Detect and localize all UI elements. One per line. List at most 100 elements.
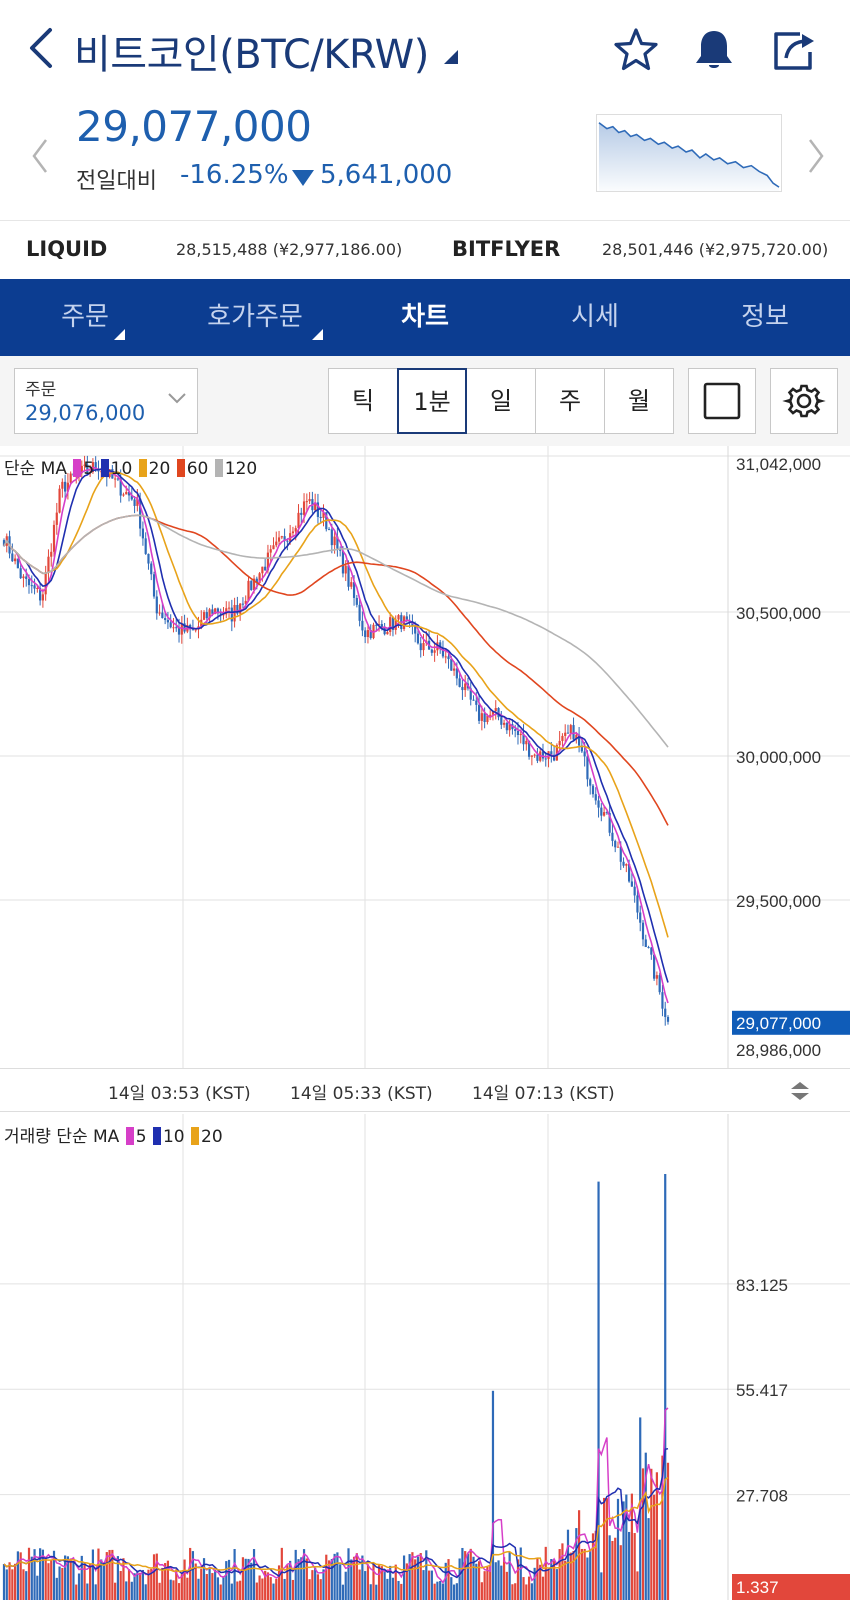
volume-bar <box>514 1583 517 1600</box>
candle-body <box>516 730 520 736</box>
volume-bar <box>402 1555 406 1600</box>
settings-button[interactable] <box>770 368 838 434</box>
sparkline-chart <box>596 114 782 192</box>
candle-body <box>336 536 339 549</box>
candle-body <box>219 613 222 615</box>
interval-1min[interactable]: 1분 <box>397 368 467 434</box>
candle-body <box>603 812 606 816</box>
volume-bar <box>325 1554 328 1600</box>
candle-body <box>241 603 245 605</box>
volume-bar <box>469 1548 472 1600</box>
volume-bar <box>611 1540 614 1600</box>
volume-bar <box>61 1567 64 1600</box>
volume-bar <box>197 1578 200 1600</box>
candle-body <box>380 624 383 627</box>
chart-area[interactable]: 31,042,000 30,500,000 30,000,000 29,500,000… <box>0 446 850 1600</box>
fullscreen-button[interactable] <box>688 368 756 434</box>
volume-bar <box>64 1555 67 1600</box>
prev-chevron-icon[interactable] <box>28 136 52 176</box>
volume-bar <box>389 1565 392 1600</box>
volume-bar <box>94 1584 97 1600</box>
volume-bar <box>311 1570 314 1600</box>
volume-bar <box>464 1551 467 1600</box>
tab-chart[interactable]: 차트 <box>401 302 449 332</box>
volume-bar <box>425 1550 428 1600</box>
candle-body <box>550 751 553 755</box>
candle-body <box>355 597 358 605</box>
vol-ma20-swatch <box>191 1127 199 1145</box>
resize-handle-icon[interactable] <box>788 1079 812 1103</box>
page-title[interactable]: 비트코인(BTC/KRW) <box>74 32 429 78</box>
candle-body <box>214 608 217 614</box>
volume-bar <box>89 1563 92 1600</box>
volume-bar <box>522 1577 525 1600</box>
volume-bar <box>77 1573 81 1600</box>
candle-body <box>180 623 183 635</box>
volume-bar <box>344 1571 347 1600</box>
candle-body <box>61 481 64 489</box>
bell-icon[interactable] <box>690 26 738 74</box>
interval-day[interactable]: 일 <box>466 368 536 434</box>
y-tick-label: 31,042,000 <box>736 455 821 474</box>
candle-body <box>14 558 17 562</box>
tab-quotes[interactable]: 시세 <box>571 302 619 332</box>
volume-bar <box>116 1556 120 1600</box>
order-price-dropdown[interactable]: 주문 29,076,000 <box>14 368 198 434</box>
volume-bar <box>8 1562 11 1600</box>
share-icon[interactable] <box>770 26 818 74</box>
candle-body <box>369 630 372 639</box>
volume-bar <box>327 1560 331 1600</box>
volume-bar <box>294 1549 297 1600</box>
star-icon[interactable] <box>612 26 660 74</box>
volume-bar <box>361 1555 364 1600</box>
tab-info[interactable]: 정보 <box>741 302 789 332</box>
down-triangle-icon <box>292 170 314 186</box>
interval-week[interactable]: 주 <box>535 368 605 434</box>
candle-body <box>389 617 392 632</box>
volume-bar <box>172 1580 175 1600</box>
back-arrow-icon[interactable] <box>24 26 60 70</box>
interval-month[interactable]: 월 <box>604 368 674 434</box>
tab-limit-order[interactable]: 호가주문 <box>170 279 340 356</box>
candle-body <box>644 939 647 948</box>
volume-bar <box>25 1571 28 1600</box>
candle-body <box>455 668 458 679</box>
volume-bar <box>108 1549 111 1600</box>
volume-bar <box>27 1547 31 1600</box>
candle-body <box>491 711 495 715</box>
volume-bar <box>666 1462 670 1600</box>
volume-bar <box>600 1572 603 1600</box>
time-tick-label: 14일 05:33 (KST) <box>290 1084 433 1104</box>
price-candlestick-chart[interactable]: 31,042,000 30,500,000 30,000,000 29,500,000… <box>0 446 850 1068</box>
volume-bar <box>269 1577 272 1600</box>
candle-body <box>614 840 617 848</box>
volume-bar <box>91 1549 95 1600</box>
square-icon <box>703 382 741 420</box>
next-chevron-icon[interactable] <box>804 136 828 176</box>
chevron-down-icon <box>168 393 186 404</box>
volume-bar <box>555 1569 558 1600</box>
volume-bar <box>430 1570 433 1600</box>
title-dropdown-caret-icon[interactable] <box>444 50 458 64</box>
volume-bar <box>105 1552 108 1600</box>
volume-bar <box>252 1549 256 1600</box>
volume-bar <box>525 1584 528 1600</box>
volume-bar <box>194 1563 197 1600</box>
candle-body <box>264 566 267 571</box>
volume-bar-chart[interactable]: 83.125 55.417 27.708 1.337 <box>0 1114 850 1600</box>
candle-body <box>366 630 370 638</box>
volume-bar <box>277 1565 281 1600</box>
candle-body <box>127 491 131 496</box>
volume-bar <box>47 1563 50 1600</box>
price-summary: 29,077,000 전일대비 -16.25% 5,641,000 <box>0 96 850 218</box>
volume-bar <box>39 1548 42 1600</box>
volume-bar <box>377 1565 381 1600</box>
interval-tick[interactable]: 틱 <box>328 368 398 434</box>
vol-ma10-line <box>3 1447 669 1579</box>
tab-order[interactable]: 주문 <box>0 279 170 356</box>
candle-body <box>164 618 167 621</box>
candle-body <box>136 498 139 506</box>
candle-body <box>141 528 145 539</box>
volume-bar <box>519 1547 522 1600</box>
candle-body <box>80 465 83 474</box>
